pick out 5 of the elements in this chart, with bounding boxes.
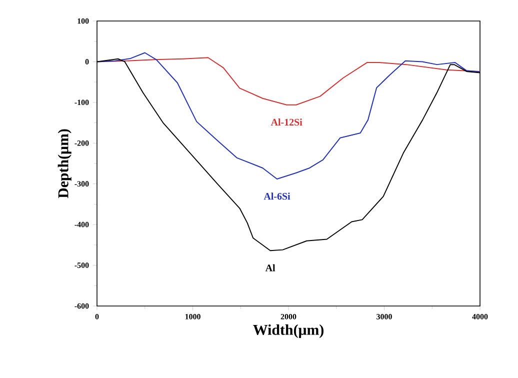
y-axis-title: Depth(μm) (58, 129, 72, 198)
series-label: Al-6Si (264, 192, 290, 200)
x-axis-title: Width(μm) (253, 324, 324, 338)
series-label: Al (265, 264, 276, 272)
series-label: Al-12Si (270, 118, 302, 126)
